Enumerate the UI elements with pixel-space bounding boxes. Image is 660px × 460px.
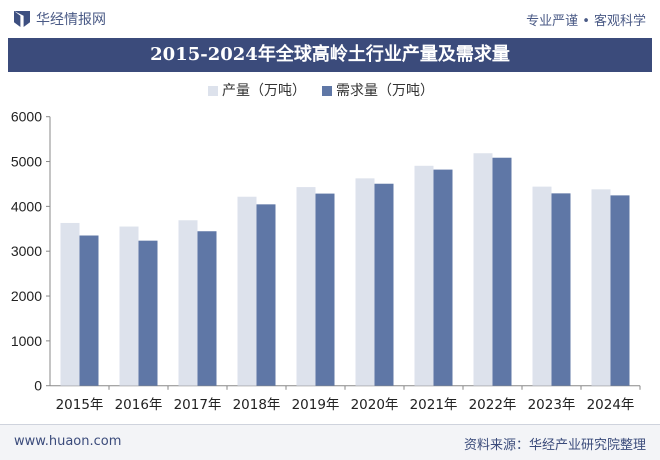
x-tick-label: 2023年 [528,397,576,413]
x-tick-label: 2021年 [410,397,458,413]
chart-title: 2015-2024年全球高岭土行业产量及需求量 [8,38,652,72]
y-tick-label: 1000 [11,333,42,349]
y-tick-label: 3000 [11,243,42,259]
bar-demand-2021年 [433,169,453,386]
bar-demand-2019年 [315,193,335,386]
brand-name: 华经情报网 [36,12,106,28]
bar-production-2022年 [473,153,493,386]
bar-demand-2020年 [374,183,394,386]
bar-demand-2024年 [610,195,630,386]
slogan: 专业严谨 • 客观科学 [526,14,646,29]
legend-swatch [208,86,218,96]
bar-demand-2018年 [256,204,276,386]
header: 华经情报网 专业严谨 • 客观科学 [0,0,660,36]
brand-logo: 华经情报网 [14,9,106,29]
bar-demand-2016年 [138,240,158,386]
y-tick-label: 6000 [11,109,42,125]
website-url: www.huaon.com [14,434,122,449]
legend-swatch [322,86,332,96]
x-tick-label: 2018年 [233,397,281,413]
x-tick-label: 2017年 [174,397,222,413]
bar-production-2015年 [60,222,80,386]
legend-label: 需求量（万吨） [336,83,434,99]
y-tick-label: 2000 [11,288,42,304]
legend: 产量（万吨） 需求量（万吨） [208,80,434,100]
x-tick-label: 2020年 [351,397,399,413]
footer: www.huaon.com 资料来源：华经产业研究院整理 [0,424,660,460]
bar-demand-2015年 [79,235,99,386]
legend-item-production: 产量（万吨） [208,80,306,100]
bar-demand-2023年 [551,193,571,386]
source-note: 资料来源：华经产业研究院整理 [463,438,646,453]
y-tick-label: 0 [34,378,42,394]
bar-production-2024年 [591,189,611,386]
bar-production-2017年 [178,220,198,386]
legend-item-demand: 需求量（万吨） [322,80,434,100]
bar-production-2021年 [414,165,434,386]
bar-demand-2022年 [492,157,512,386]
x-tick-label: 2024年 [587,397,635,413]
x-tick-label: 2016年 [115,397,163,413]
bar-chart: 0 1000 2000 3000 4000 5000 6000 2015年 2016年 2017年… [11,109,641,413]
legend-label: 产量（万吨） [222,83,306,99]
x-tick-label: 2022年 [469,397,517,413]
bar-production-2020年 [355,178,375,386]
bar-production-2018年 [237,196,257,386]
bar-production-2023年 [532,186,552,386]
bar-production-2019年 [296,187,316,386]
bar-production-2016年 [119,226,139,386]
y-tick-label: 4000 [11,198,42,214]
bar-demand-2017年 [197,231,217,386]
x-tick-label: 2019年 [292,397,340,413]
x-tick-label: 2015年 [56,397,104,413]
y-tick-label: 5000 [11,154,42,170]
